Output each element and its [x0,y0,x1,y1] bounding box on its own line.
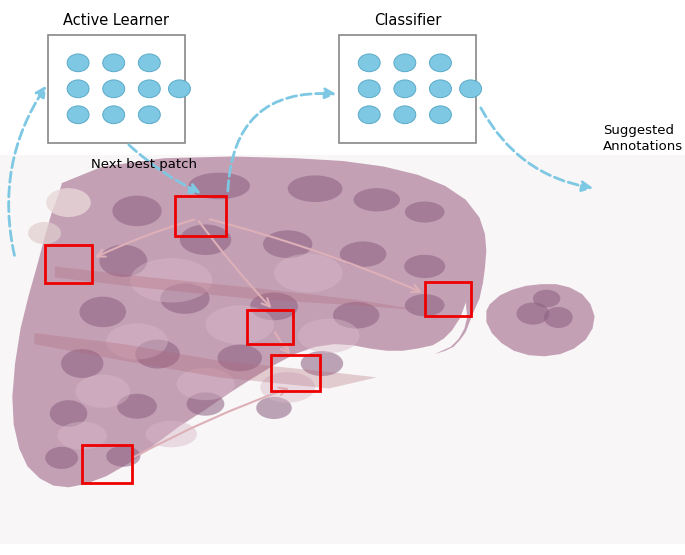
Ellipse shape [188,173,250,199]
Ellipse shape [516,302,549,325]
Circle shape [138,106,160,124]
Circle shape [103,54,125,72]
Ellipse shape [217,345,262,371]
Bar [175,196,226,236]
FancyBboxPatch shape [48,34,185,143]
Ellipse shape [405,201,445,223]
Ellipse shape [274,254,342,292]
Bar [425,282,471,316]
Ellipse shape [58,422,107,450]
Circle shape [169,80,190,98]
Ellipse shape [28,222,61,244]
Ellipse shape [106,323,168,360]
Ellipse shape [206,305,274,344]
Ellipse shape [130,258,212,302]
Text: Suggested
Annotations: Suggested Annotations [603,124,683,153]
Ellipse shape [340,241,386,267]
Ellipse shape [179,225,231,255]
Circle shape [429,106,451,124]
Ellipse shape [256,397,292,419]
Ellipse shape [260,372,315,403]
Circle shape [429,80,451,98]
Ellipse shape [75,375,130,408]
Bar [82,445,132,483]
Ellipse shape [49,400,88,427]
Circle shape [103,80,125,98]
Ellipse shape [106,446,140,467]
Polygon shape [55,266,425,311]
Ellipse shape [353,188,400,211]
Circle shape [67,54,89,72]
Circle shape [358,106,380,124]
Polygon shape [486,284,595,356]
Ellipse shape [333,302,379,329]
Ellipse shape [79,296,126,327]
Circle shape [358,54,380,72]
Circle shape [358,80,380,98]
Circle shape [103,106,125,124]
Polygon shape [12,157,486,487]
Ellipse shape [288,175,342,202]
Ellipse shape [263,230,312,258]
Circle shape [67,106,89,124]
Bar [0,155,685,544]
Circle shape [67,80,89,98]
Ellipse shape [117,394,157,418]
Ellipse shape [405,294,445,316]
FancyBboxPatch shape [339,34,476,143]
Ellipse shape [145,421,197,447]
Ellipse shape [533,290,560,307]
Ellipse shape [544,307,573,328]
Text: Next best patch: Next best patch [91,159,197,171]
Polygon shape [34,333,377,388]
Ellipse shape [301,351,343,376]
Circle shape [394,54,416,72]
Ellipse shape [298,319,360,353]
Text: Active Learner: Active Learner [64,13,169,28]
Ellipse shape [112,195,162,226]
Circle shape [460,80,482,98]
Bar [247,310,293,344]
Ellipse shape [160,283,210,314]
Circle shape [138,80,160,98]
Ellipse shape [46,188,90,217]
Ellipse shape [176,368,234,400]
Ellipse shape [404,255,445,278]
Ellipse shape [99,245,147,277]
Ellipse shape [136,340,179,369]
Ellipse shape [186,392,225,416]
Bar [271,355,320,391]
Circle shape [138,54,160,72]
Text: Classifier: Classifier [374,13,441,28]
Circle shape [394,80,416,98]
Circle shape [394,106,416,124]
Ellipse shape [45,447,78,469]
Ellipse shape [250,292,298,320]
Bar [45,245,92,283]
Circle shape [429,54,451,72]
Ellipse shape [61,349,103,378]
